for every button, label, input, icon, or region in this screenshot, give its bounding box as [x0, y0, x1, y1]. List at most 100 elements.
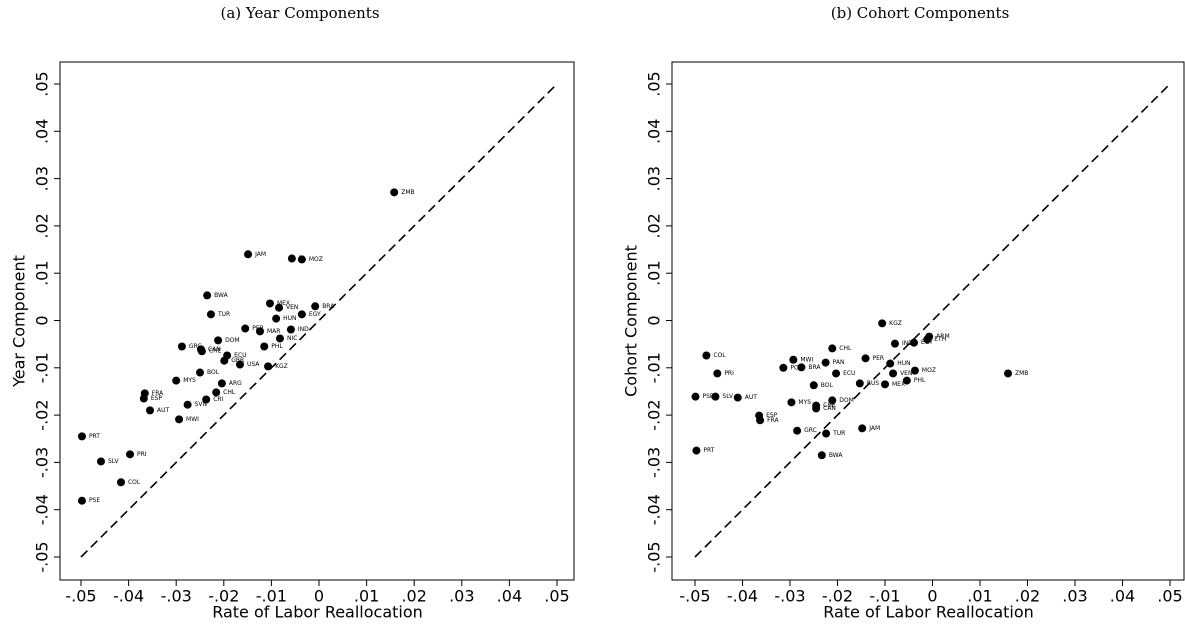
- point: [828, 396, 837, 405]
- y-tick-label: -.05: [33, 541, 52, 572]
- point: [175, 415, 184, 424]
- point: [711, 392, 720, 401]
- x-tick-label: .03: [1062, 587, 1087, 606]
- point: [390, 188, 399, 197]
- x-tick-label: .03: [449, 587, 474, 606]
- point: [817, 451, 826, 460]
- point-label: ETH: [934, 336, 946, 343]
- y-tick-label: .04: [33, 119, 52, 144]
- point: [260, 342, 269, 351]
- point: [272, 314, 281, 323]
- x-tick-label: .01: [354, 587, 379, 606]
- x-tick-label: .05: [544, 587, 569, 606]
- point: [235, 360, 244, 369]
- y-tick-label: .01: [645, 260, 664, 285]
- x-tick-label: .04: [497, 587, 522, 606]
- point-label: ZMB: [401, 189, 414, 196]
- point: [311, 302, 320, 311]
- x-tick-label: -.03: [161, 587, 192, 606]
- point-label: PHL: [271, 343, 283, 350]
- x-tick-label: -.02: [208, 587, 239, 606]
- point-label: PSE: [702, 393, 713, 400]
- point: [793, 426, 802, 435]
- point: [855, 379, 864, 388]
- point-label: MYS: [183, 377, 196, 384]
- point: [126, 450, 135, 459]
- x-tick-label: .04: [1110, 587, 1135, 606]
- point-label: COL: [713, 352, 726, 359]
- point-label: EGY: [309, 311, 321, 318]
- point-label: TUR: [832, 430, 845, 437]
- point-label: MOZ: [309, 256, 323, 263]
- point: [822, 429, 831, 438]
- point-label: FRA: [767, 417, 779, 424]
- point: [886, 359, 895, 368]
- y-tick-label: .04: [645, 119, 664, 144]
- point-label: IND: [298, 326, 309, 333]
- point: [756, 416, 765, 425]
- point-label: PRT: [89, 433, 100, 440]
- point-label: CHL: [839, 345, 852, 352]
- point: [116, 478, 125, 487]
- point: [77, 432, 86, 441]
- point-label: JAM: [868, 425, 880, 432]
- point: [244, 250, 253, 259]
- point: [692, 446, 701, 455]
- point-label: CHE: [823, 402, 836, 409]
- point-label: PER: [873, 355, 885, 362]
- x-tick-label: -.05: [679, 587, 710, 606]
- point: [878, 319, 887, 328]
- point: [77, 496, 86, 505]
- x-tick-label: -.01: [869, 587, 900, 606]
- point: [890, 339, 899, 348]
- point: [881, 380, 889, 389]
- point-label: CHE: [209, 348, 222, 355]
- point: [217, 379, 226, 388]
- point-label: GRC: [189, 343, 202, 350]
- point-label: PHL: [914, 377, 926, 384]
- x-tick-label: .02: [1015, 587, 1040, 606]
- point: [146, 406, 155, 415]
- point: [909, 338, 918, 347]
- point-label: SVN: [195, 401, 207, 408]
- point: [139, 394, 148, 403]
- point: [202, 395, 211, 404]
- point-label: BWA: [829, 452, 844, 459]
- point-label: JAM: [254, 251, 266, 258]
- point: [691, 392, 700, 401]
- reference-line: [80, 83, 558, 558]
- point-label: ESP: [766, 412, 778, 419]
- point: [275, 334, 284, 343]
- point-label: NIC: [287, 335, 297, 342]
- point: [196, 368, 204, 377]
- point-label: MWI: [800, 356, 813, 363]
- y-tick-label: -.01: [645, 352, 664, 383]
- point-label: CAN: [208, 346, 221, 353]
- y-tick-label: .03: [33, 166, 52, 191]
- point: [172, 376, 181, 385]
- point: [203, 291, 212, 300]
- point: [297, 255, 306, 264]
- point: [255, 327, 264, 336]
- y-tick-label: -.02: [645, 399, 664, 430]
- point-label: FRA: [152, 390, 164, 397]
- point-label: COL: [128, 479, 141, 486]
- point-label: PRT: [703, 447, 714, 454]
- y-tick-label: 0: [645, 315, 664, 325]
- point: [858, 424, 867, 433]
- point-label: ECU: [234, 352, 246, 359]
- point-label: BOL: [207, 369, 220, 376]
- point-label: VEN: [900, 370, 912, 377]
- point: [832, 369, 841, 378]
- point: [889, 369, 898, 378]
- point-label: KGZ: [889, 320, 902, 327]
- point-label: ECU: [843, 370, 855, 377]
- point: [713, 369, 722, 378]
- point-label: TUR: [217, 311, 230, 318]
- x-tick-label: -.01: [256, 587, 287, 606]
- y-tick-label: .02: [645, 213, 664, 238]
- point-label: MYS: [798, 399, 811, 406]
- point-label: HUN: [897, 360, 910, 367]
- point: [177, 342, 186, 351]
- point: [902, 376, 911, 385]
